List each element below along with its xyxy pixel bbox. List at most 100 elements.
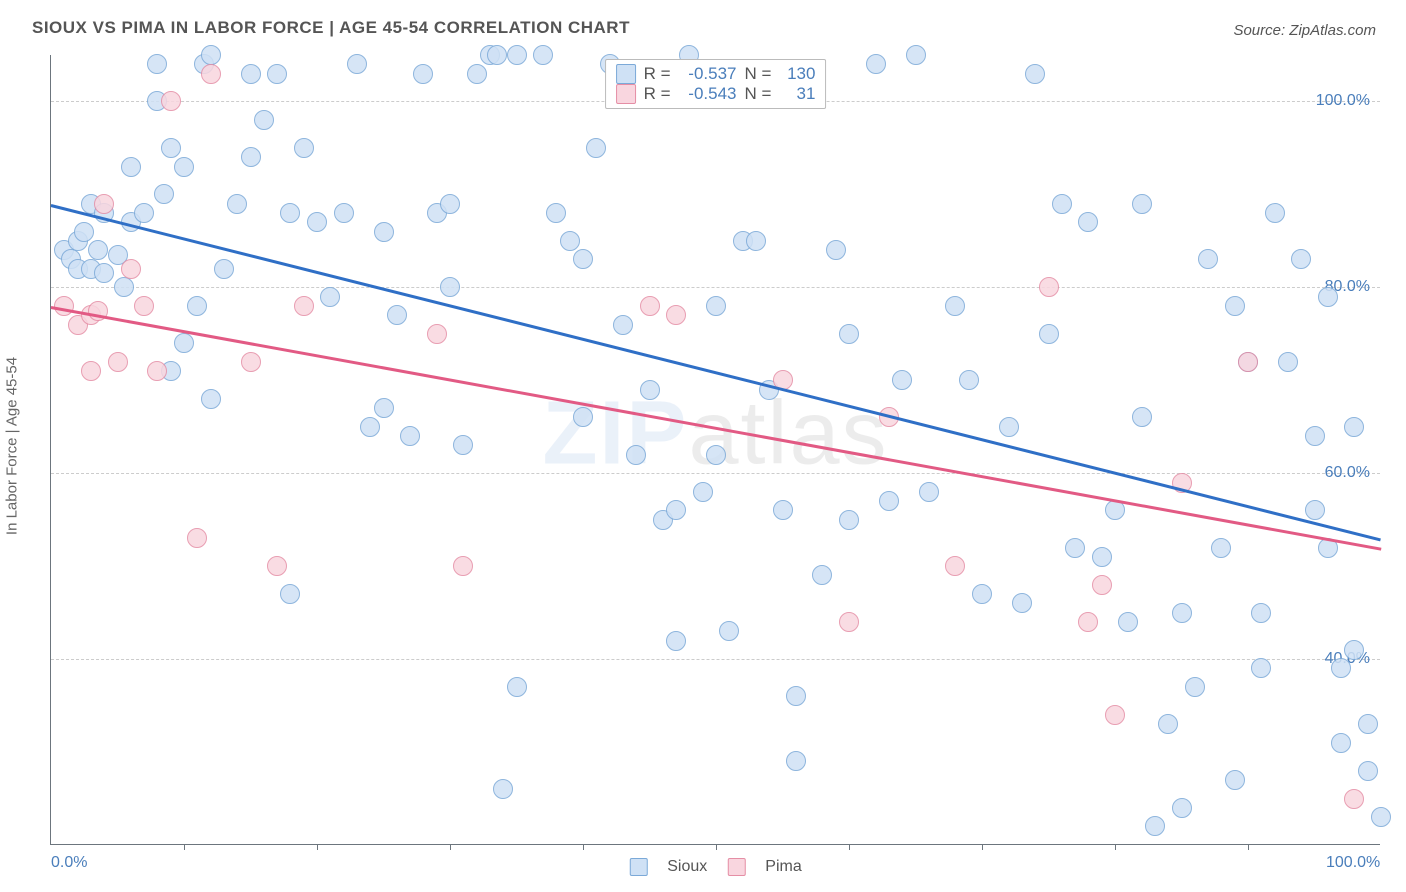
scatter-point-sioux bbox=[1331, 733, 1351, 753]
scatter-point-pima bbox=[945, 556, 965, 576]
scatter-point-sioux bbox=[1039, 324, 1059, 344]
scatter-point-sioux bbox=[1065, 538, 1085, 558]
scatter-point-sioux bbox=[839, 324, 859, 344]
scatter-point-sioux bbox=[906, 45, 926, 65]
scatter-point-sioux bbox=[1278, 352, 1298, 372]
scatter-point-sioux bbox=[1305, 500, 1325, 520]
scatter-point-sioux bbox=[374, 398, 394, 418]
scatter-point-sioux bbox=[1012, 593, 1032, 613]
scatter-point-pima bbox=[108, 352, 128, 372]
scatter-point-sioux bbox=[1331, 658, 1351, 678]
scatter-point-pima bbox=[134, 296, 154, 316]
scatter-point-pima bbox=[1344, 789, 1364, 809]
x-tick bbox=[716, 844, 717, 850]
scatter-point-sioux bbox=[320, 287, 340, 307]
scatter-point-pima bbox=[640, 296, 660, 316]
scatter-point-sioux bbox=[114, 277, 134, 297]
gridline bbox=[51, 659, 1380, 660]
scatter-point-sioux bbox=[507, 677, 527, 697]
scatter-point-sioux bbox=[227, 194, 247, 214]
scatter-point-sioux bbox=[693, 482, 713, 502]
scatter-point-sioux bbox=[440, 194, 460, 214]
scatter-point-sioux bbox=[453, 435, 473, 455]
scatter-point-sioux bbox=[919, 482, 939, 502]
legend-N-value: 130 bbox=[779, 64, 815, 84]
scatter-point-sioux bbox=[154, 184, 174, 204]
source-label: Source: ZipAtlas.com bbox=[1233, 22, 1376, 39]
scatter-point-sioux bbox=[507, 45, 527, 65]
scatter-point-sioux bbox=[706, 445, 726, 465]
scatter-point-sioux bbox=[1344, 640, 1364, 660]
scatter-point-pima bbox=[666, 305, 686, 325]
gridline bbox=[51, 287, 1380, 288]
scatter-point-sioux bbox=[746, 231, 766, 251]
scatter-point-sioux bbox=[467, 64, 487, 84]
scatter-point-pima bbox=[201, 64, 221, 84]
chart-container: SIOUX VS PIMA IN LABOR FORCE | AGE 45-54… bbox=[0, 0, 1406, 892]
scatter-point-sioux bbox=[1318, 287, 1338, 307]
scatter-point-sioux bbox=[945, 296, 965, 316]
x-tick bbox=[1248, 844, 1249, 850]
scatter-point-sioux bbox=[1185, 677, 1205, 697]
scatter-point-sioux bbox=[719, 621, 739, 641]
scatter-point-sioux bbox=[387, 305, 407, 325]
scatter-point-sioux bbox=[1172, 798, 1192, 818]
scatter-point-sioux bbox=[1344, 417, 1364, 437]
scatter-point-sioux bbox=[1198, 249, 1218, 269]
regression-line-sioux bbox=[51, 204, 1382, 541]
scatter-point-sioux bbox=[493, 779, 513, 799]
scatter-point-sioux bbox=[147, 54, 167, 74]
scatter-point-sioux bbox=[174, 157, 194, 177]
scatter-point-sioux bbox=[573, 249, 593, 269]
legend-swatch bbox=[629, 858, 647, 876]
scatter-point-pima bbox=[839, 612, 859, 632]
scatter-point-sioux bbox=[161, 138, 181, 158]
scatter-point-sioux bbox=[1291, 249, 1311, 269]
scatter-point-sioux bbox=[972, 584, 992, 604]
scatter-point-sioux bbox=[241, 64, 261, 84]
scatter-point-pima bbox=[54, 296, 74, 316]
scatter-point-sioux bbox=[1092, 547, 1112, 567]
legend-R-value: -0.543 bbox=[679, 84, 737, 104]
legend-series-label: Pima bbox=[765, 858, 801, 876]
legend-stats: R =-0.537N =130R =-0.543N =31 bbox=[605, 59, 827, 109]
scatter-point-sioux bbox=[1371, 807, 1391, 827]
scatter-point-sioux bbox=[839, 510, 859, 530]
y-tick-label: 100.0% bbox=[1316, 92, 1370, 110]
scatter-point-sioux bbox=[560, 231, 580, 251]
scatter-point-sioux bbox=[254, 110, 274, 130]
scatter-point-pima bbox=[267, 556, 287, 576]
scatter-point-pima bbox=[81, 361, 101, 381]
regression-line-pima bbox=[51, 306, 1381, 550]
legend-series-label: Sioux bbox=[667, 858, 707, 876]
scatter-point-sioux bbox=[74, 222, 94, 242]
scatter-point-sioux bbox=[1132, 194, 1152, 214]
scatter-point-sioux bbox=[413, 64, 433, 84]
scatter-point-pima bbox=[187, 528, 207, 548]
scatter-point-sioux bbox=[334, 203, 354, 223]
scatter-point-pima bbox=[1105, 705, 1125, 725]
legend-R-label: R = bbox=[644, 64, 671, 84]
scatter-point-sioux bbox=[786, 686, 806, 706]
legend-swatch bbox=[727, 858, 745, 876]
scatter-point-pima bbox=[121, 259, 141, 279]
scatter-point-sioux bbox=[280, 203, 300, 223]
scatter-point-sioux bbox=[374, 222, 394, 242]
watermark-atlas: atlas bbox=[688, 383, 888, 483]
scatter-point-sioux bbox=[640, 380, 660, 400]
scatter-point-sioux bbox=[1078, 212, 1098, 232]
scatter-point-sioux bbox=[626, 445, 646, 465]
legend-swatch bbox=[616, 64, 636, 84]
watermark-zip: ZIP bbox=[542, 383, 688, 483]
scatter-point-sioux bbox=[826, 240, 846, 260]
scatter-point-sioux bbox=[1211, 538, 1231, 558]
x-tick bbox=[317, 844, 318, 850]
scatter-point-sioux bbox=[307, 212, 327, 232]
scatter-point-sioux bbox=[174, 333, 194, 353]
scatter-point-sioux bbox=[241, 147, 261, 167]
x-tick-label: 0.0% bbox=[51, 854, 87, 872]
scatter-point-sioux bbox=[1251, 603, 1271, 623]
scatter-point-sioux bbox=[94, 263, 114, 283]
chart-title: SIOUX VS PIMA IN LABOR FORCE | AGE 45-54… bbox=[32, 18, 630, 38]
scatter-point-sioux bbox=[1025, 64, 1045, 84]
